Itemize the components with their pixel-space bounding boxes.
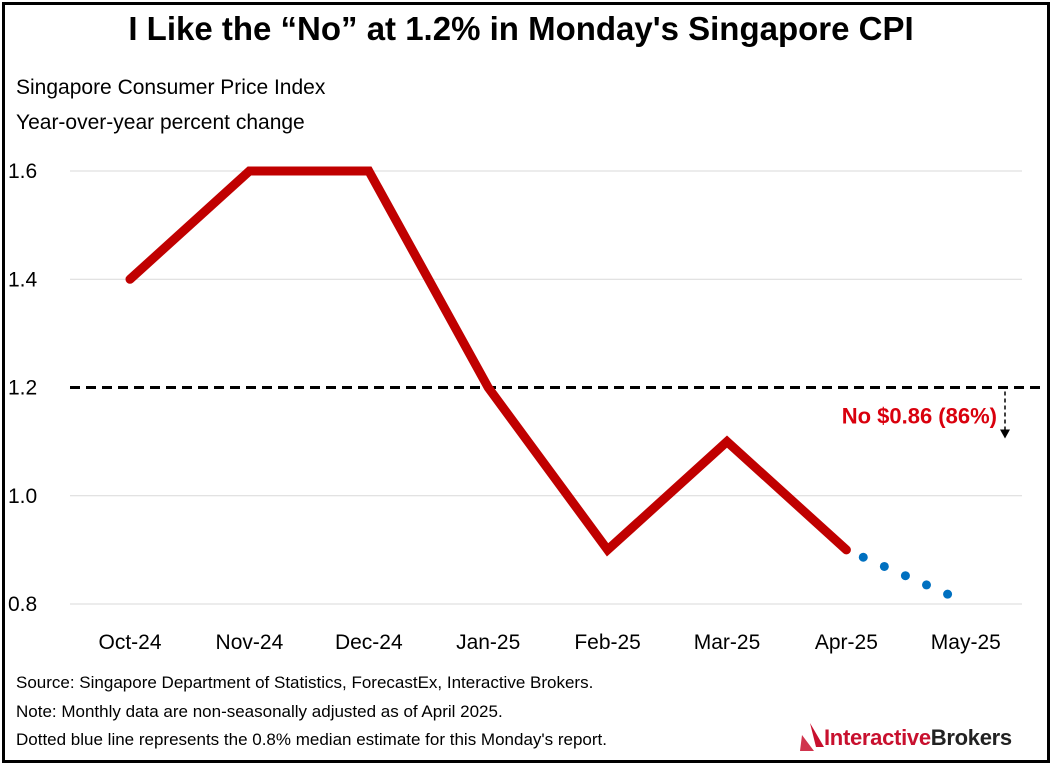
annotation-arrow-head — [1000, 429, 1010, 439]
x-tick-label: Feb-25 — [574, 631, 641, 654]
y-tick-label: 1.4 — [8, 268, 38, 291]
estimate-dot — [900, 571, 910, 581]
y-tick-label: 1.6 — [8, 160, 37, 183]
x-tick-label: May-25 — [931, 631, 1001, 654]
chart-title: I Like the “No” at 1.2% in Monday's Sing… — [128, 10, 914, 47]
estimate-dot — [858, 552, 868, 562]
y-tick-label: 1.0 — [8, 485, 37, 508]
x-tick-label: Mar-25 — [694, 631, 761, 654]
x-tick-label: Apr-25 — [815, 631, 878, 654]
chart-subtitle: Singapore Consumer Price Index — [16, 76, 326, 99]
x-tick-label: Oct-24 — [98, 631, 161, 654]
logo-word-interactive: Interactive — [824, 725, 931, 750]
y-tick-label: 1.2 — [8, 377, 37, 400]
estimate-dot — [943, 589, 953, 599]
interactive-brokers-logo: Interactive Brokers — [798, 722, 1012, 754]
threshold-annotation: No $0.86 (86%) — [842, 404, 997, 429]
source-note: Source: Singapore Department of Statisti… — [16, 673, 594, 692]
y-tick-label: 0.8 — [8, 593, 37, 616]
actual-cpi-line — [125, 166, 851, 557]
estimate-note: Dotted blue line represents the 0.8% med… — [16, 730, 607, 749]
x-tick-label: Nov-24 — [216, 631, 284, 654]
estimate-dot — [879, 561, 889, 571]
logo-word-brokers: Brokers — [930, 725, 1012, 750]
brokers-flame-icon — [800, 723, 824, 751]
x-tick-label: Dec-24 — [335, 631, 403, 654]
y-axis-label: Year-over-year percent change — [16, 111, 305, 134]
data-note: Note: Monthly data are non-seasonally ad… — [16, 702, 503, 721]
estimate-dot — [922, 580, 932, 590]
x-tick-label: Jan-25 — [456, 631, 520, 654]
